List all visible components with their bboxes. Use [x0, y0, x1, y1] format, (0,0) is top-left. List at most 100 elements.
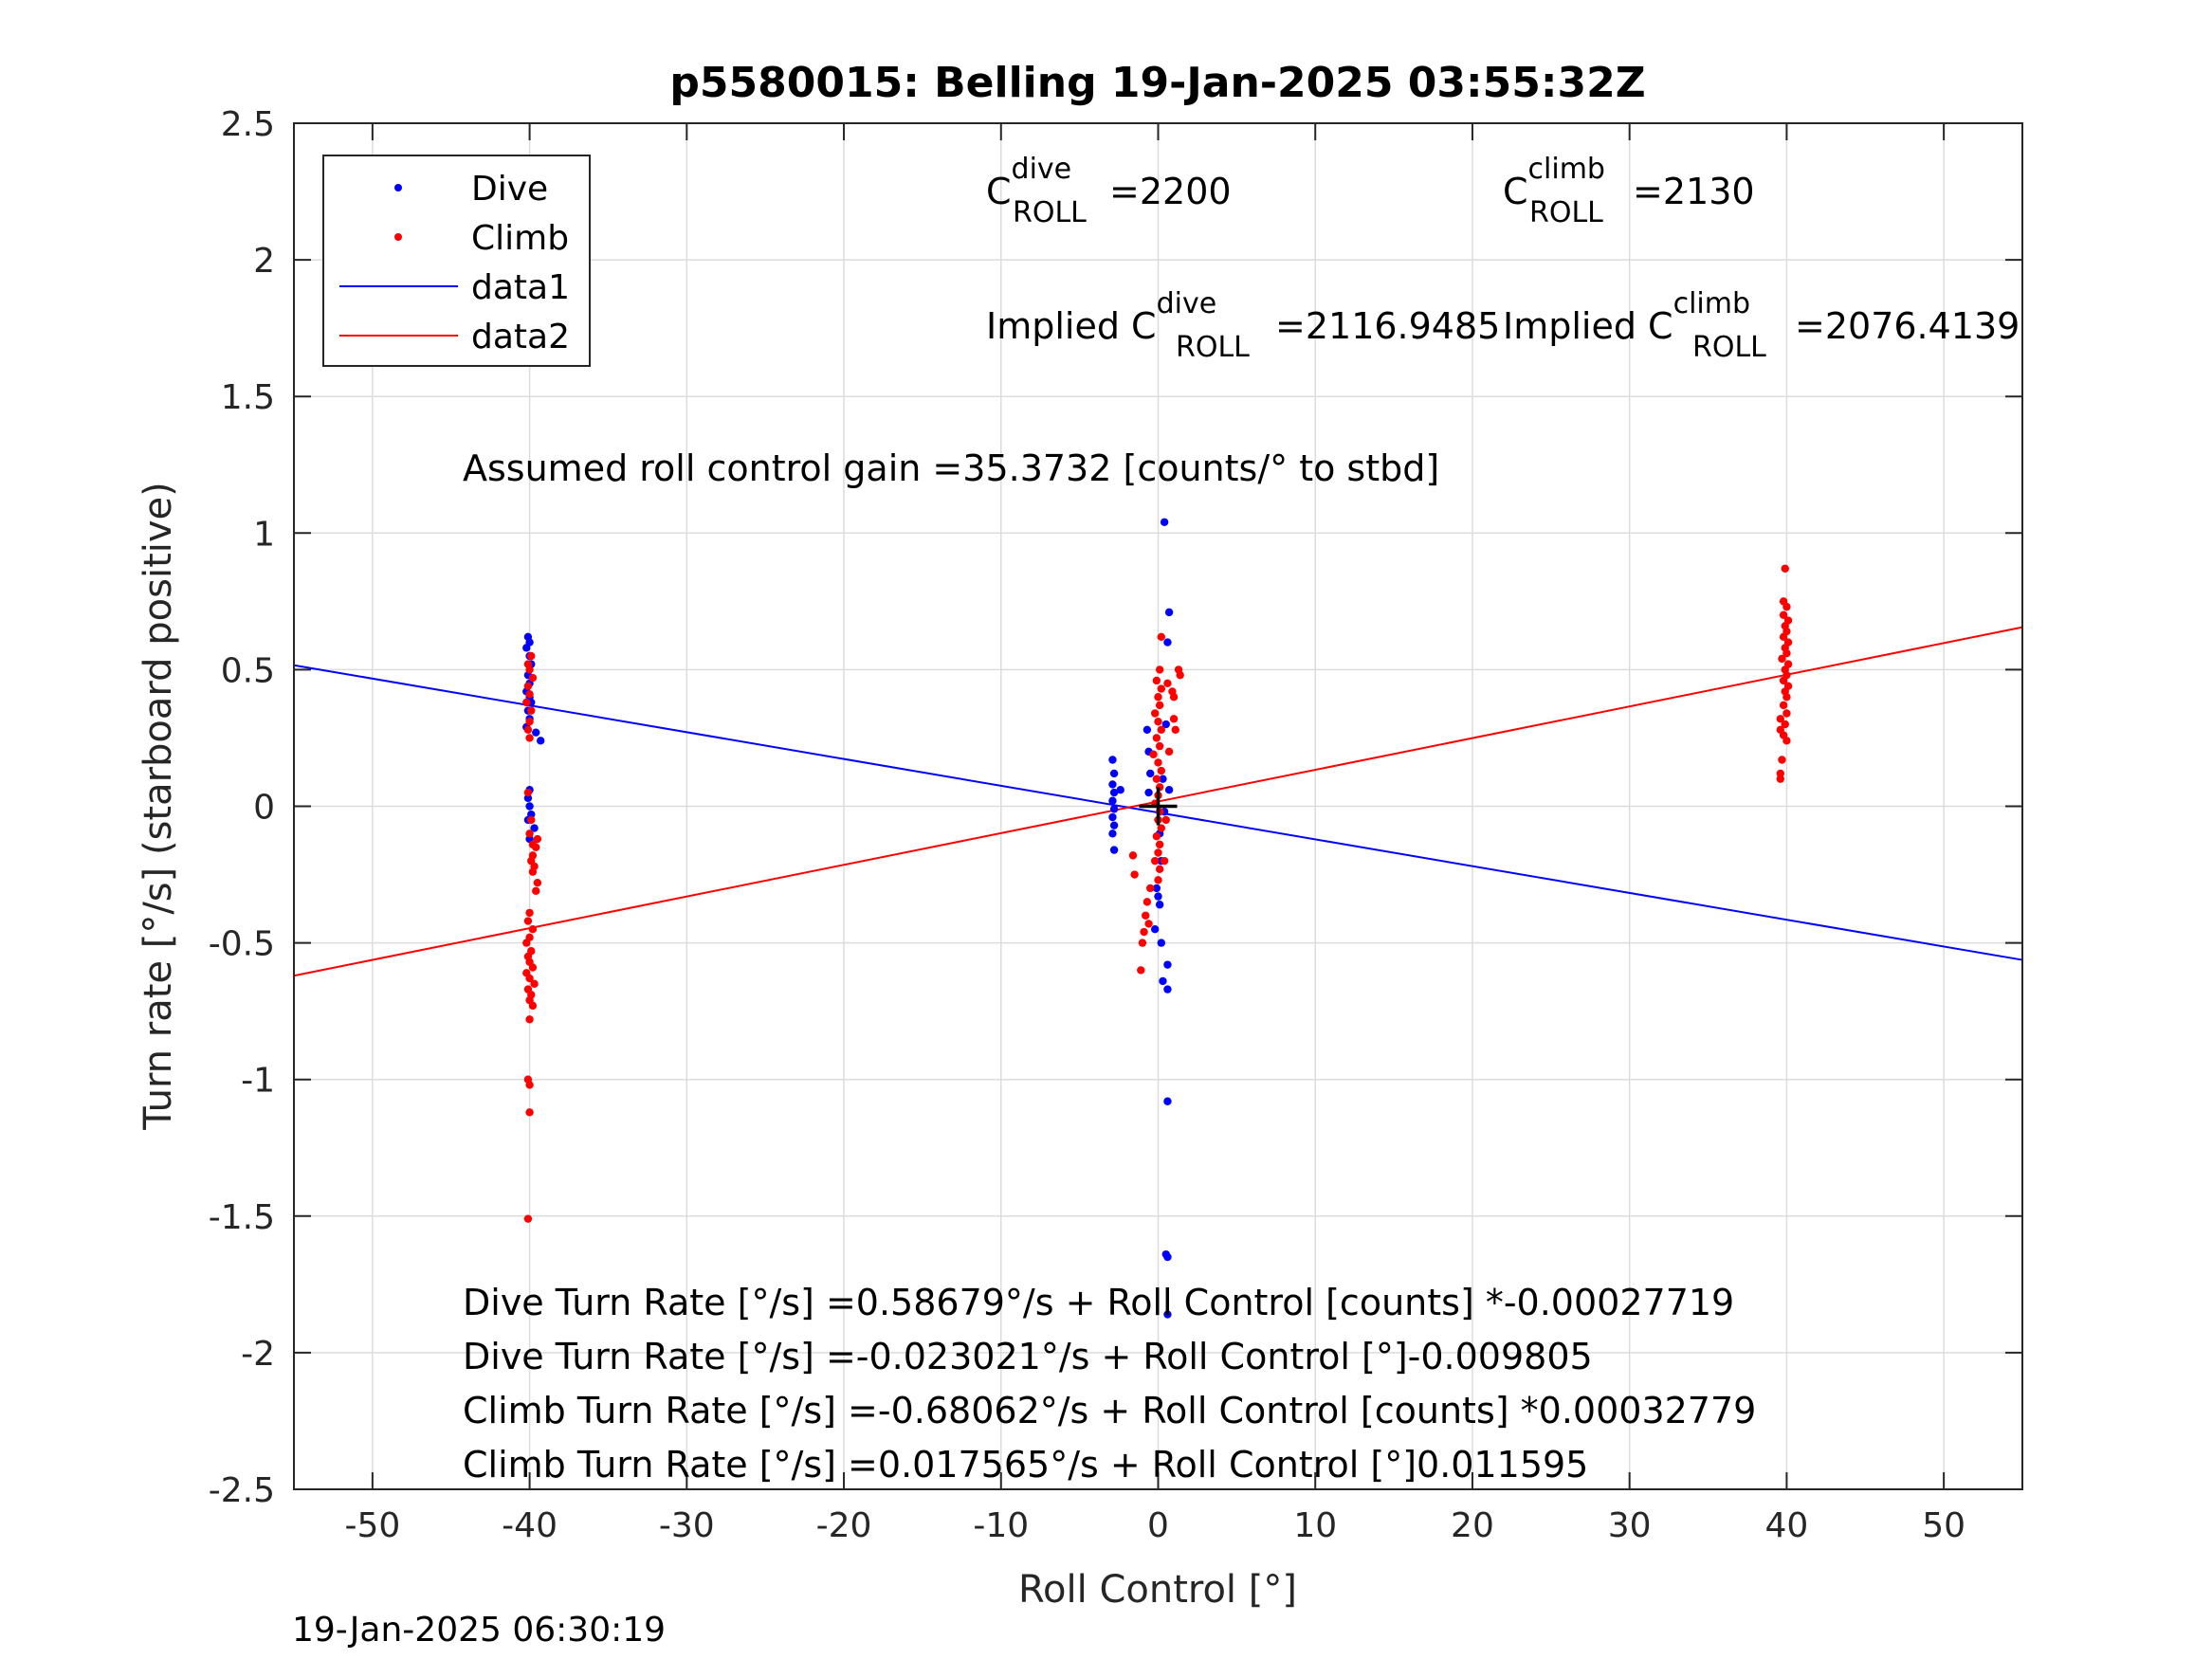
climb-point	[1776, 775, 1784, 783]
x-tick-label: -40	[502, 1506, 558, 1545]
climb-point	[1779, 611, 1788, 619]
climb-point	[528, 867, 538, 876]
legend-climb-marker	[394, 233, 402, 241]
climb-point	[1140, 927, 1148, 937]
climb-point	[1155, 701, 1164, 710]
dive-point	[1116, 786, 1124, 794]
dive-point	[1164, 608, 1174, 617]
timestamp: 19-Jan-2025 06:30:19	[292, 1611, 666, 1650]
climb-point	[1782, 693, 1791, 702]
dive-point	[1159, 976, 1167, 986]
dive-point	[1109, 821, 1119, 830]
equation-line: Dive Turn Rate [°/s] =0.58679°/s + Roll …	[463, 1282, 1734, 1323]
climb-point	[1782, 709, 1791, 718]
climb-point	[1143, 898, 1152, 906]
climb-point	[1779, 701, 1788, 710]
dive-point	[1163, 1310, 1172, 1319]
origin-marker	[1139, 787, 1178, 826]
legend-climb-label: Climb	[471, 219, 569, 258]
climb-point	[527, 815, 536, 825]
climb-point	[523, 682, 533, 690]
climb-point	[1776, 715, 1784, 723]
climb-point	[1169, 693, 1179, 702]
climb-point	[1157, 684, 1166, 693]
climb-point	[1161, 815, 1170, 825]
implied-dive: Implied Cdive	[986, 287, 1216, 347]
dive-point	[1109, 769, 1119, 778]
climb-point	[527, 706, 536, 715]
climb-point	[533, 834, 542, 844]
dive-point	[1108, 756, 1117, 764]
y-tick-label: 1.5	[221, 378, 275, 417]
climb-point	[1163, 679, 1172, 688]
dive-point	[1164, 786, 1174, 794]
implied-dive-sub: ROLL	[1176, 331, 1250, 364]
climb-point	[1137, 966, 1145, 975]
climb-point	[1782, 602, 1791, 611]
climb-point	[1155, 665, 1164, 674]
c-roll-climb-base: C	[1503, 171, 1528, 212]
dive-point	[1109, 846, 1119, 854]
dive-point	[1152, 884, 1161, 893]
climb-point	[1154, 848, 1162, 857]
dive-point	[1160, 518, 1169, 526]
dive-point	[1108, 830, 1117, 838]
climb-point	[523, 788, 533, 797]
implied-dive-prefix: Implied C	[986, 305, 1157, 347]
climb-point	[528, 963, 538, 972]
climb-point	[522, 939, 531, 947]
y-tick-label: 0	[253, 789, 275, 828]
climb-point	[1154, 693, 1162, 702]
legend-dive-label: Dive	[471, 170, 548, 209]
dive-point	[1109, 788, 1119, 797]
dive-point	[1109, 805, 1119, 813]
climb-point	[1778, 756, 1786, 764]
climb-point	[1142, 911, 1150, 920]
climb-point	[523, 725, 533, 735]
climb-point	[1782, 648, 1791, 658]
implied-climb: Implied Cclimb	[1503, 287, 1750, 347]
implied-climb-sub: ROLL	[1692, 331, 1766, 364]
climb-point	[1157, 824, 1166, 832]
y-tick-label: -2	[241, 1335, 275, 1374]
climb-point	[1152, 832, 1161, 841]
x-axis-label: Roll Control [°]	[1018, 1568, 1297, 1612]
y-tick-label: 1	[253, 515, 275, 554]
climb-point	[1155, 865, 1164, 873]
dive-point	[523, 793, 533, 803]
climb-point	[533, 878, 542, 887]
legend-data1-label: data1	[471, 268, 570, 307]
dive-point	[1163, 960, 1172, 969]
climb-point	[528, 1001, 538, 1011]
climb-point	[1157, 725, 1166, 735]
legend-data2-label: data2	[471, 318, 570, 356]
equation-line: Dive Turn Rate [°/s] =-0.023021°/s + Rol…	[463, 1336, 1593, 1377]
axis-ticks: -50 -40 -30 -20 -10 0 10 20 30 40 50-2.5-2-1.5-1-0…	[209, 105, 2022, 1545]
x-tick-label: 20	[1451, 1506, 1494, 1545]
c-roll-climb-value: =2130	[1633, 171, 1755, 212]
dive-point	[532, 728, 540, 737]
climb-point	[1164, 747, 1174, 757]
climb-point	[1150, 856, 1160, 866]
climb-point	[1157, 766, 1166, 775]
c-roll-dive-sup: dive	[1012, 153, 1072, 186]
climb-point	[1152, 734, 1161, 742]
c-roll-climb: Cclimb	[1503, 153, 1605, 212]
climb-point	[1776, 769, 1784, 778]
dive-point	[1154, 892, 1162, 901]
legend-dive-marker	[394, 184, 402, 191]
climb-point	[1781, 564, 1789, 573]
implied-dive-sup: dive	[1157, 287, 1217, 320]
dive-point	[1146, 769, 1155, 778]
x-tick-label: -10	[973, 1506, 1029, 1545]
climb-point	[525, 1108, 534, 1117]
climb-point	[1128, 851, 1138, 860]
climb-point	[1146, 884, 1155, 893]
dive-point	[530, 824, 539, 832]
dive-point	[1163, 638, 1172, 647]
x-tick-label: 50	[1922, 1506, 1965, 1545]
climb-point	[1169, 715, 1179, 723]
x-tick-label: -20	[816, 1506, 872, 1545]
y-tick-label: -2.5	[209, 1471, 275, 1510]
dive-point	[1108, 796, 1117, 805]
